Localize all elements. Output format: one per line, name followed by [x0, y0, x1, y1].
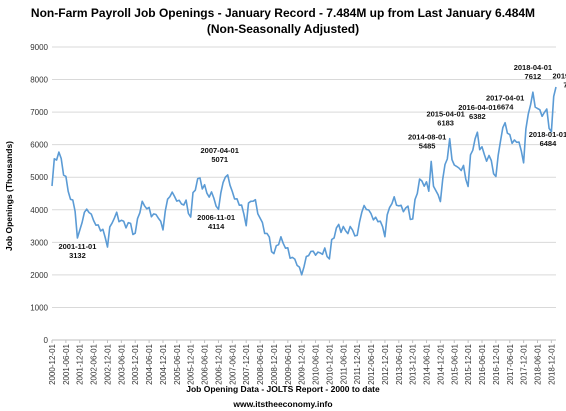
x-tick-label: 2005-06-01 [173, 343, 182, 384]
annotation-date: 2015-04-01 [426, 110, 464, 119]
x-tick-label: 2011-12-01 [353, 343, 362, 384]
x-axis-ticks: 2000-12-01 2001-06-01 2001-12-01 2002-06-01… [48, 340, 556, 385]
y-tick-label: 5000 [30, 173, 48, 182]
x-tick-label: 2017-12-01 [520, 343, 529, 384]
x-tick-label: 2000-12-01 [48, 343, 57, 384]
x-tick-label: 2014-12-01 [436, 343, 445, 384]
annotation-value: 5071 [211, 155, 228, 164]
chart-title: Non-Farm Payroll Job Openings - January … [31, 6, 535, 20]
y-tick-label: 0 [44, 336, 49, 345]
annotation-value: 7484 [563, 80, 566, 89]
y-axis-ticks: 0 1000 2000 3000 4000 5000 6000 7000 8000 9000 [30, 43, 48, 345]
x-tick-label: 2003-12-01 [131, 343, 140, 384]
annotation-date: 2017-04-01 [486, 94, 524, 103]
y-tick-label: 4000 [30, 206, 48, 215]
x-tick-label: 2001-12-01 [76, 343, 85, 384]
x-tick-label: 2002-12-01 [103, 343, 112, 384]
x-tick-label: 2006-12-01 [214, 343, 223, 384]
x-tick-label: 2010-06-01 [312, 343, 321, 384]
annotation-date: 2016-04-01 [458, 103, 496, 112]
x-tick-label: 2014-06-01 [423, 343, 432, 384]
x-tick-label: 2018-06-01 [534, 343, 543, 384]
x-tick-label: 2001-06-01 [62, 343, 71, 384]
x-tick-label: 2008-12-01 [270, 343, 279, 384]
y-tick-label: 9000 [30, 43, 48, 52]
y-tick-label: 2000 [30, 271, 48, 280]
source-url: www.itstheeconomy.info [232, 399, 332, 409]
annotation-date: 2007-04-01 [201, 146, 239, 155]
y-tick-label: 6000 [30, 141, 48, 150]
x-axis-title: Job Opening Data - JOLTS Report - 2000 t… [186, 384, 380, 394]
annotation-value: 5485 [419, 141, 436, 150]
annotation-value: 7612 [525, 72, 542, 81]
x-tick-label: 2016-12-01 [492, 343, 501, 384]
y-tick-label: 1000 [30, 303, 48, 312]
x-tick-label: 2002-06-01 [90, 343, 99, 384]
x-tick-label: 2005-12-01 [187, 343, 196, 384]
annotation-date: 2001-11-01 [58, 242, 96, 251]
x-tick-label: 2011-06-01 [339, 343, 348, 384]
x-tick-label: 2006-06-01 [201, 343, 210, 384]
x-tick-label: 2007-12-01 [242, 343, 251, 384]
x-tick-label: 2004-12-01 [159, 343, 168, 384]
annotation-date: 2006-11-01 [197, 213, 235, 222]
x-tick-label: 2013-12-01 [409, 343, 418, 384]
x-tick-label: 2013-06-01 [395, 343, 404, 384]
annotation-value: 6484 [540, 139, 558, 148]
x-tick-label: 2008-06-01 [256, 343, 265, 384]
x-tick-label: 2007-06-01 [228, 343, 237, 384]
annotation-value: 6382 [469, 112, 486, 121]
annotation-date: 2019-01-01 [553, 71, 566, 80]
x-tick-label: 2012-12-01 [381, 343, 390, 384]
annotation-date: 2018-04-01 [514, 63, 552, 72]
y-tick-label: 8000 [30, 76, 48, 85]
x-tick-label: 2012-06-01 [367, 343, 376, 384]
y-tick-label: 3000 [30, 238, 48, 247]
annotation-value: 4114 [208, 222, 225, 231]
annotation-date: 2014-08-01 [408, 132, 446, 141]
x-tick-label: 2015-12-01 [464, 343, 473, 384]
gridlines [52, 46, 556, 341]
x-tick-label: 2003-06-01 [117, 343, 126, 384]
annotation-value: 6674 [497, 103, 515, 112]
chart-subtitle: (Non-Seasonally Adjusted) [207, 22, 359, 36]
x-tick-label: 2015-06-01 [450, 343, 459, 384]
x-tick-label: 2010-12-01 [325, 343, 334, 384]
x-tick-label: 2004-06-01 [145, 343, 154, 384]
y-tick-label: 7000 [30, 108, 48, 117]
annotation-value: 6183 [437, 119, 454, 128]
x-tick-label: 2016-06-01 [478, 343, 487, 384]
x-tick-label: 2017-06-01 [506, 343, 515, 384]
annotation-date: 2018-01-01 [529, 130, 566, 139]
x-tick-label: 2018-12-01 [547, 343, 556, 384]
y-axis-title: Job Openings (Thousands) [4, 141, 14, 251]
job-openings-series-line [51, 86, 557, 276]
x-tick-label: 2009-12-01 [298, 343, 307, 384]
x-tick-label: 2009-06-01 [284, 343, 293, 384]
annotation-value: 3132 [69, 251, 86, 260]
